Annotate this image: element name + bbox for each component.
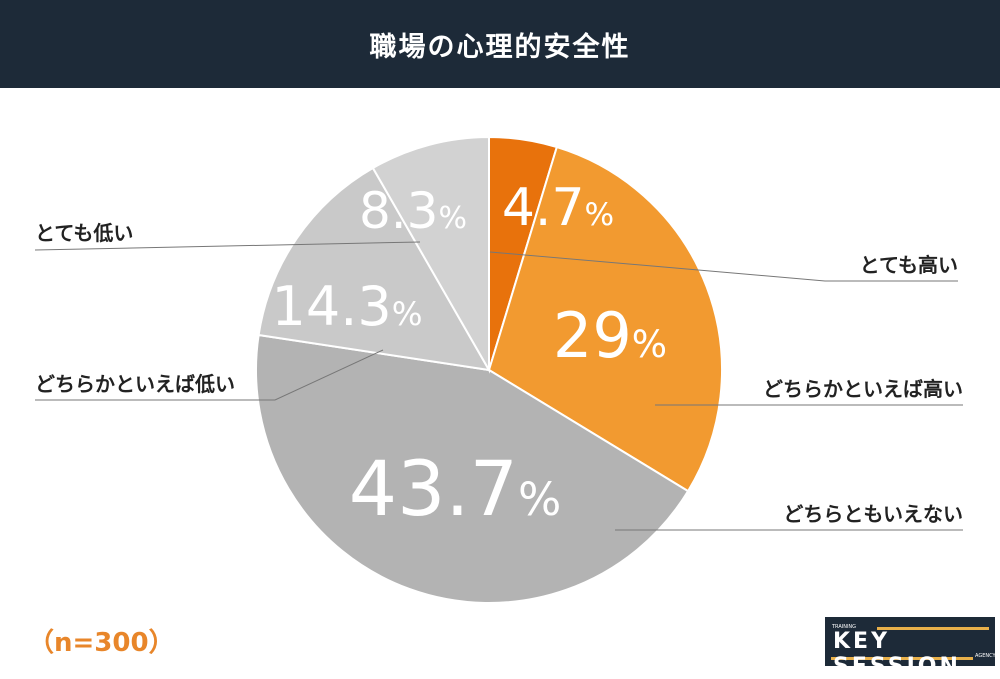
sample-size-note: （n=300） [28,628,175,658]
data-label: 14.3% [271,275,422,338]
chart-title: 職場の心理的安全性 [0,0,1000,88]
data-label: 8.3% [359,182,467,240]
category-label: どちらかといえば高い [763,377,963,401]
pie-slice [371,135,490,374]
pie-slice [257,166,491,372]
leader-line [489,251,958,282]
key-session-logo: TRAINING KEY SESSION AGENCY [825,617,996,679]
data-label: 4.7% [502,178,614,238]
pie-slice [255,333,690,605]
category-label: とても高い [860,253,958,277]
category-label: どちらかといえば低い [35,372,235,396]
data-label: 29% [553,299,667,372]
data-label: 43.7% [349,444,562,533]
category-label: どちらともいえない [783,502,963,526]
leader-line [35,349,384,401]
leader-line [34,241,421,251]
category-label: とても低い [35,221,133,245]
